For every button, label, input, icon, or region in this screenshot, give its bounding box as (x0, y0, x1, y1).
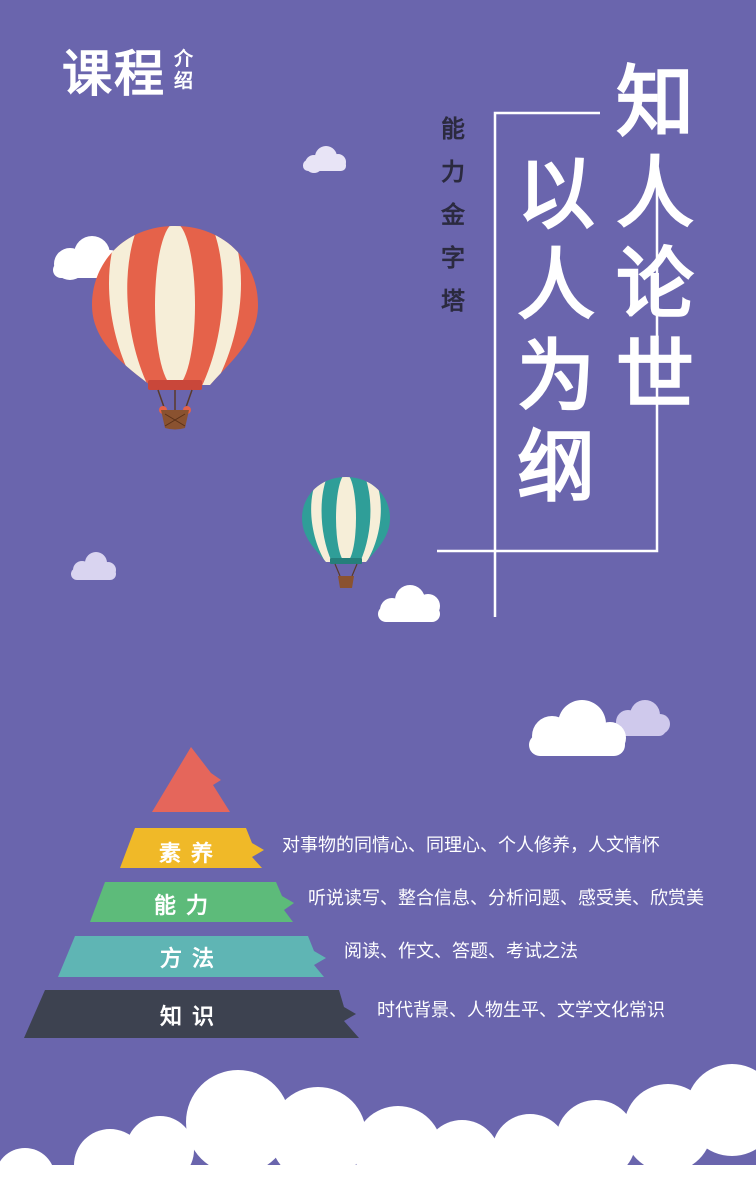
cloud-icon (529, 700, 626, 756)
pyramid-tier-4-shape (24, 990, 359, 1038)
pyramid-tier-1-shape (120, 828, 264, 868)
vertical-subtitle: 能力金字塔 (441, 115, 465, 315)
pyramid-tier-2-shape (90, 882, 294, 922)
pyramid-top (152, 747, 230, 812)
main-title-right-column: 知人论世 (615, 58, 694, 421)
cloud-icon (71, 552, 116, 580)
cloud-icon (612, 700, 670, 736)
pyramid-tier-description: 时代背景、人物生平、文学文化常识 (377, 1000, 665, 1021)
pyramid-tier-label: 方法 (159, 947, 224, 972)
pyramid-tier-label: 素养 (158, 842, 223, 867)
pyramid-tier-3-shape (58, 936, 326, 977)
cloud-icon (303, 146, 346, 173)
header-title: 课程 (62, 45, 166, 103)
header-subtitle: 介绍 (174, 48, 194, 92)
title-frame (437, 111, 659, 617)
pyramid-tier-description: 阅读、作文、答题、考试之法 (344, 941, 578, 962)
pyramid-tier-label: 知识 (159, 1005, 224, 1030)
pyramid-tier-description: 对事物的同情心、同理心、个人修养，人文情怀 (282, 835, 660, 856)
teal-balloon-icon (302, 477, 390, 588)
red-balloon-icon (92, 226, 258, 430)
cloud-bank (0, 1064, 756, 1190)
pyramid-tier-label: 能力 (153, 894, 218, 919)
pyramid-tier-description: 听说读写、整合信息、分析问题、感受美、欣赏美 (308, 888, 704, 909)
cloud-icon (378, 585, 440, 622)
main-title-left-column: 以人为纲 (516, 150, 595, 513)
pyramid (24, 747, 359, 1038)
